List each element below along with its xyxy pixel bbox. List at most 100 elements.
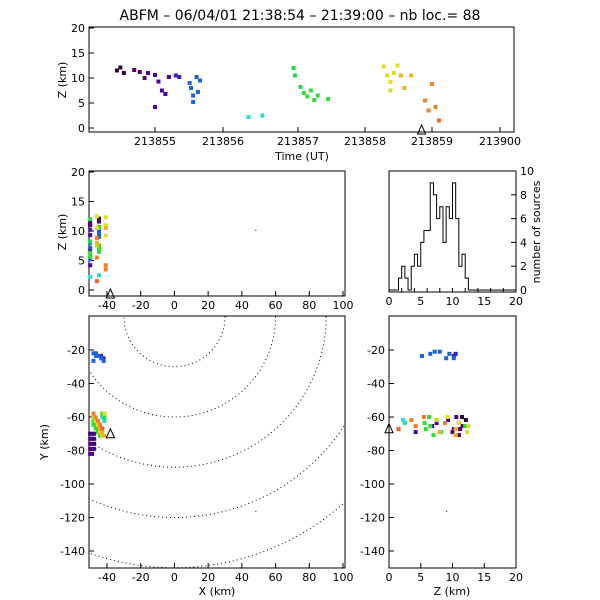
data-point [103, 223, 108, 228]
data-point [260, 113, 265, 118]
data-point [413, 430, 418, 435]
data-point [146, 71, 151, 75]
x-tick-label: 5 [417, 571, 424, 584]
y-tick-label: -120 [360, 512, 385, 525]
data-point [445, 415, 450, 419]
data-point [103, 233, 108, 238]
data-point [463, 418, 468, 423]
y-tick-label: 15 [71, 196, 85, 209]
data-point [95, 426, 100, 431]
data-point [88, 451, 93, 456]
data-point [246, 115, 251, 119]
x-tick-label: 100 [333, 299, 354, 312]
x-tick-label: 0 [386, 571, 393, 584]
data-point [450, 430, 455, 435]
x-tick-label: 0 [171, 571, 178, 584]
data-point [156, 79, 161, 84]
x-tick-label: -40 [98, 299, 116, 312]
data-point [103, 215, 108, 220]
data-point [92, 436, 97, 441]
data-point [94, 243, 99, 248]
data-point [402, 421, 407, 426]
data-point [88, 446, 93, 451]
data-point [137, 70, 142, 74]
y-tick-label: -40 [367, 378, 385, 391]
data-point [94, 255, 99, 260]
y-axis-label: Z (km) [56, 62, 69, 99]
data-point [98, 422, 103, 427]
data-point [453, 433, 458, 438]
data-point [94, 240, 99, 245]
data-point [98, 426, 103, 431]
station-marker [384, 422, 394, 434]
data-point [88, 441, 93, 446]
data-point [427, 415, 432, 419]
x-tick-label: 80 [302, 571, 316, 584]
data-point [194, 75, 199, 79]
data-point [94, 279, 99, 284]
data-point [421, 415, 426, 419]
data-point [391, 71, 396, 75]
data-point [446, 418, 451, 423]
y-tick-label: -60 [67, 411, 85, 424]
data-point [98, 430, 103, 435]
x-tick-label: 15 [477, 571, 491, 584]
data-point [101, 356, 106, 361]
data-point [90, 451, 95, 456]
y-tick-label: -100 [360, 478, 385, 491]
data-point [163, 92, 168, 96]
y-tick-label: 5 [78, 255, 85, 268]
y-tick-label: -60 [367, 411, 385, 424]
x-tick-label: 213856 [202, 135, 244, 148]
data-point [159, 88, 164, 93]
data-point [96, 353, 101, 358]
data-point [93, 426, 98, 431]
y-tick-label: 0 [78, 284, 85, 297]
y-tick-label: -20 [367, 344, 385, 357]
x-tick-label: 60 [269, 299, 283, 312]
data-point [88, 247, 93, 252]
data-point [315, 93, 320, 98]
data-point [88, 257, 93, 262]
chart-title: ABFM – 06/04/01 21:38:54 – 21:39:00 – nb… [120, 8, 481, 24]
data-point [396, 427, 401, 432]
data-point [388, 80, 393, 84]
data-point [195, 90, 200, 94]
data-point [88, 227, 93, 232]
y-tick-label: -100 [60, 478, 85, 491]
x-tick-label: 0 [386, 295, 393, 308]
x-tick-label: 213855 [134, 135, 176, 148]
data-point [402, 86, 407, 90]
data-point [423, 427, 428, 432]
data-point [460, 415, 465, 419]
stray-point [255, 229, 257, 231]
data-point [191, 93, 196, 98]
y-tick-label: 10 [71, 225, 85, 238]
data-point [95, 430, 100, 435]
data-point [91, 351, 96, 356]
data-point [98, 433, 103, 438]
x-tick-label: 40 [235, 299, 249, 312]
x-tick-label: 10 [446, 295, 460, 308]
data-point [166, 75, 171, 79]
data-point [88, 431, 93, 436]
data-point [100, 411, 105, 416]
data-point [96, 234, 101, 239]
panel-time-height-frame [88, 26, 515, 133]
data-point [96, 226, 101, 231]
panel-z-y-frame [388, 315, 517, 569]
data-point [454, 415, 459, 419]
data-point [442, 421, 447, 426]
data-point [118, 65, 123, 70]
data-point [102, 433, 107, 438]
data-point [451, 356, 456, 361]
data-point [91, 411, 96, 416]
data-point [88, 275, 93, 280]
data-point [92, 431, 97, 436]
y-axis-label: number of sources [530, 180, 543, 283]
data-point [88, 217, 93, 222]
x-tick-label: 20 [201, 571, 215, 584]
data-point [91, 419, 96, 424]
data-point [398, 73, 403, 78]
